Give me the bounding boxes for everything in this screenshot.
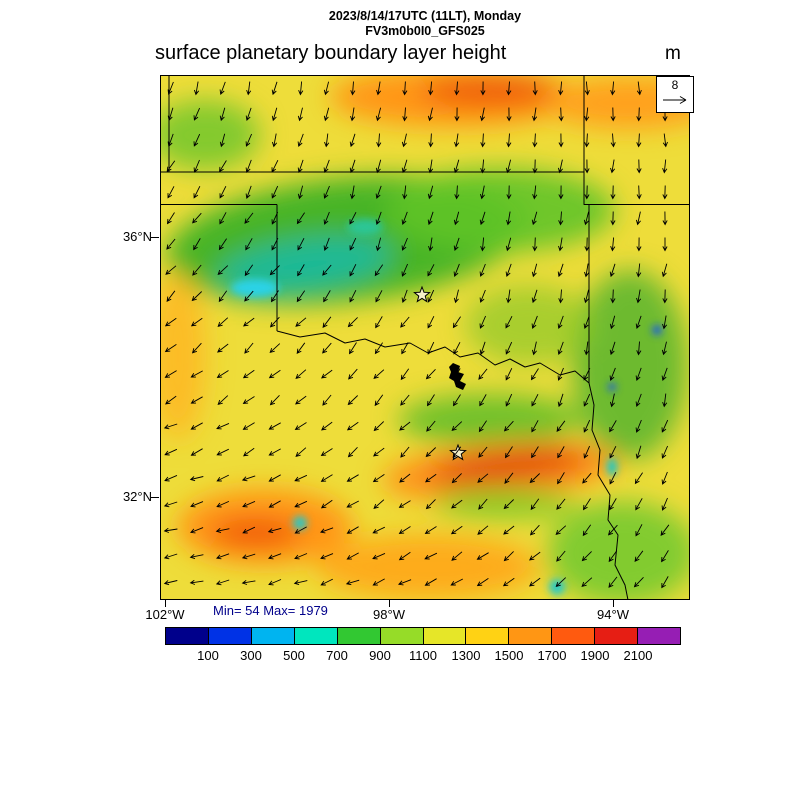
texas-arkansas-louisiana-border	[588, 382, 629, 600]
colorbar-segment	[466, 628, 510, 644]
colorbar-segment	[509, 628, 553, 644]
datetime-title: 2023/8/14/17UTC (11LT), Monday	[328, 9, 522, 23]
unit-label: m	[665, 43, 681, 64]
oklahoma-arkansas-border	[583, 75, 590, 383]
lon-tick-label: 102°W	[145, 607, 185, 622]
lon-tick-mark	[613, 600, 614, 607]
red-river-border	[276, 330, 590, 384]
colorbar-segment	[552, 628, 596, 644]
colorbar-tick-label: 1900	[580, 648, 610, 663]
colorbar-tick-label: 1300	[451, 648, 481, 663]
lake-marker	[449, 363, 466, 390]
vector-key-arrow-icon	[663, 96, 687, 104]
lat-tick-label: 32°N	[122, 489, 152, 504]
lon-tick-label: 94°W	[597, 607, 629, 622]
city-star-north	[413, 285, 431, 303]
wind-vector-key: 8	[656, 76, 694, 113]
vector-key-value: 8	[671, 78, 679, 92]
city-star-south	[449, 443, 467, 461]
lon-tick-mark	[165, 600, 166, 607]
colorbar-tick-label: 1100	[409, 648, 437, 663]
colorbar-segment	[595, 628, 639, 644]
colorbar-tick-label: 2100	[623, 648, 653, 663]
lat-tick-mark	[151, 497, 159, 498]
colorbar-segment	[251, 628, 295, 644]
lat-tick-label: 36°N	[122, 229, 152, 244]
minmax-stats: Min= 54 Max= 1979	[213, 603, 328, 618]
colorbar-segment	[166, 628, 209, 644]
model-title: FV3m0b0I0_GFS025	[365, 24, 485, 38]
lon-tick-label: 98°W	[373, 607, 405, 622]
colorbar-segment	[208, 628, 252, 644]
lat-tick-mark	[151, 237, 159, 238]
colorbar-segment	[294, 628, 338, 644]
colorbar-tick-label: 1500	[494, 648, 524, 663]
page-title: surface planetary boundary layer height	[155, 42, 507, 64]
colorbar-tick-label: 700	[326, 648, 348, 663]
colorbar-tick-label: 900	[369, 648, 391, 663]
pbl-field-blobs	[160, 75, 690, 600]
colorbar-tick-label: 1700	[537, 648, 567, 663]
lon-tick-mark	[389, 600, 390, 607]
colorbar-labels: 100 300 500 700 900 1100 1300 1500 1700 1900 2100	[165, 648, 681, 664]
colorbar-tick-label: 500	[283, 648, 305, 663]
colorbar	[165, 627, 681, 645]
wind-arrows-layer	[163, 81, 670, 589]
colorbar-segment	[423, 628, 467, 644]
map-frame	[160, 75, 690, 600]
colorbar-segment	[638, 628, 681, 644]
colorbar-tick-label: 300	[240, 648, 262, 663]
map-canvas	[160, 75, 690, 600]
colorbar-tick-label: 100	[197, 648, 219, 663]
wind-arrows	[163, 81, 670, 589]
colorbar-segment	[337, 628, 381, 644]
colorbar-segment	[380, 628, 424, 644]
